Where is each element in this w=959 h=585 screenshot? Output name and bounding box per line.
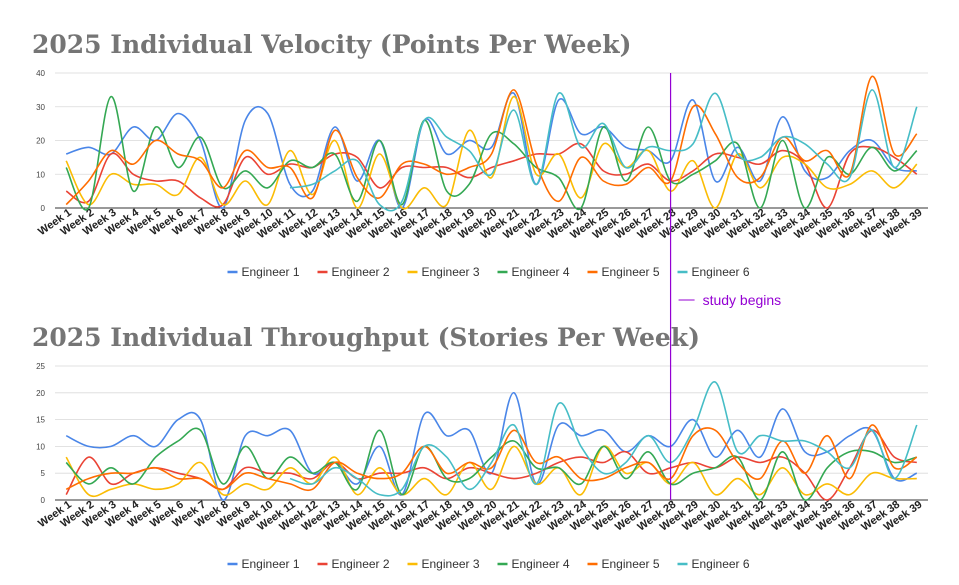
series-line-engineer-6 <box>289 89 918 212</box>
study-begins-label: study begins <box>703 292 782 308</box>
velocity-chart-title: 2025 Individual Velocity (Points Per Wee… <box>32 30 632 59</box>
y-tick-label: 20 <box>36 389 45 398</box>
series-line-engineer-3 <box>65 445 917 498</box>
y-tick-label: 10 <box>36 170 45 179</box>
legend-label: Engineer 3 <box>422 557 480 571</box>
y-tick-label: 0 <box>41 204 46 213</box>
y-tick-label: 25 <box>36 362 45 371</box>
legend-label: Engineer 2 <box>332 265 390 279</box>
y-tick-label: 15 <box>36 416 45 425</box>
series-line-engineer-6 <box>289 381 918 497</box>
legend-label: Engineer 5 <box>602 557 660 571</box>
throughput-chart-title: 2025 Individual Throughput (Stories Per … <box>32 323 700 352</box>
legend-label: Engineer 6 <box>692 265 750 279</box>
y-tick-label: 0 <box>41 496 46 505</box>
legend-label: Engineer 5 <box>602 265 660 279</box>
y-tick-label: 10 <box>36 442 45 451</box>
legend-label: Engineer 2 <box>332 557 390 571</box>
chart-legend: Engineer 1 Engineer 2 Engineer 3 Engineer 4… <box>227 265 750 279</box>
y-tick-label: 5 <box>41 469 46 478</box>
y-tick-label: 20 <box>36 137 45 146</box>
chart-legend: Engineer 1 Engineer 2 Engineer 3 Engineer 4… <box>227 557 750 571</box>
series-line-engineer-4 <box>65 427 918 501</box>
legend-label: Engineer 4 <box>512 557 570 571</box>
y-tick-label: 40 <box>36 69 45 78</box>
legend-label: Engineer 4 <box>512 265 570 279</box>
series-line-engineer-1 <box>65 92 917 209</box>
legend-label: Engineer 1 <box>242 557 300 571</box>
legend-label: Engineer 3 <box>422 265 480 279</box>
legend-label: Engineer 1 <box>242 265 300 279</box>
legend-label: Engineer 6 <box>692 557 750 571</box>
series-line-engineer-5 <box>65 424 918 492</box>
series-line-engineer-4 <box>65 95 918 211</box>
series-line-engineer-3 <box>65 95 918 210</box>
study-begins-annotation: study begins <box>669 73 782 500</box>
y-tick-label: 30 <box>36 103 45 112</box>
